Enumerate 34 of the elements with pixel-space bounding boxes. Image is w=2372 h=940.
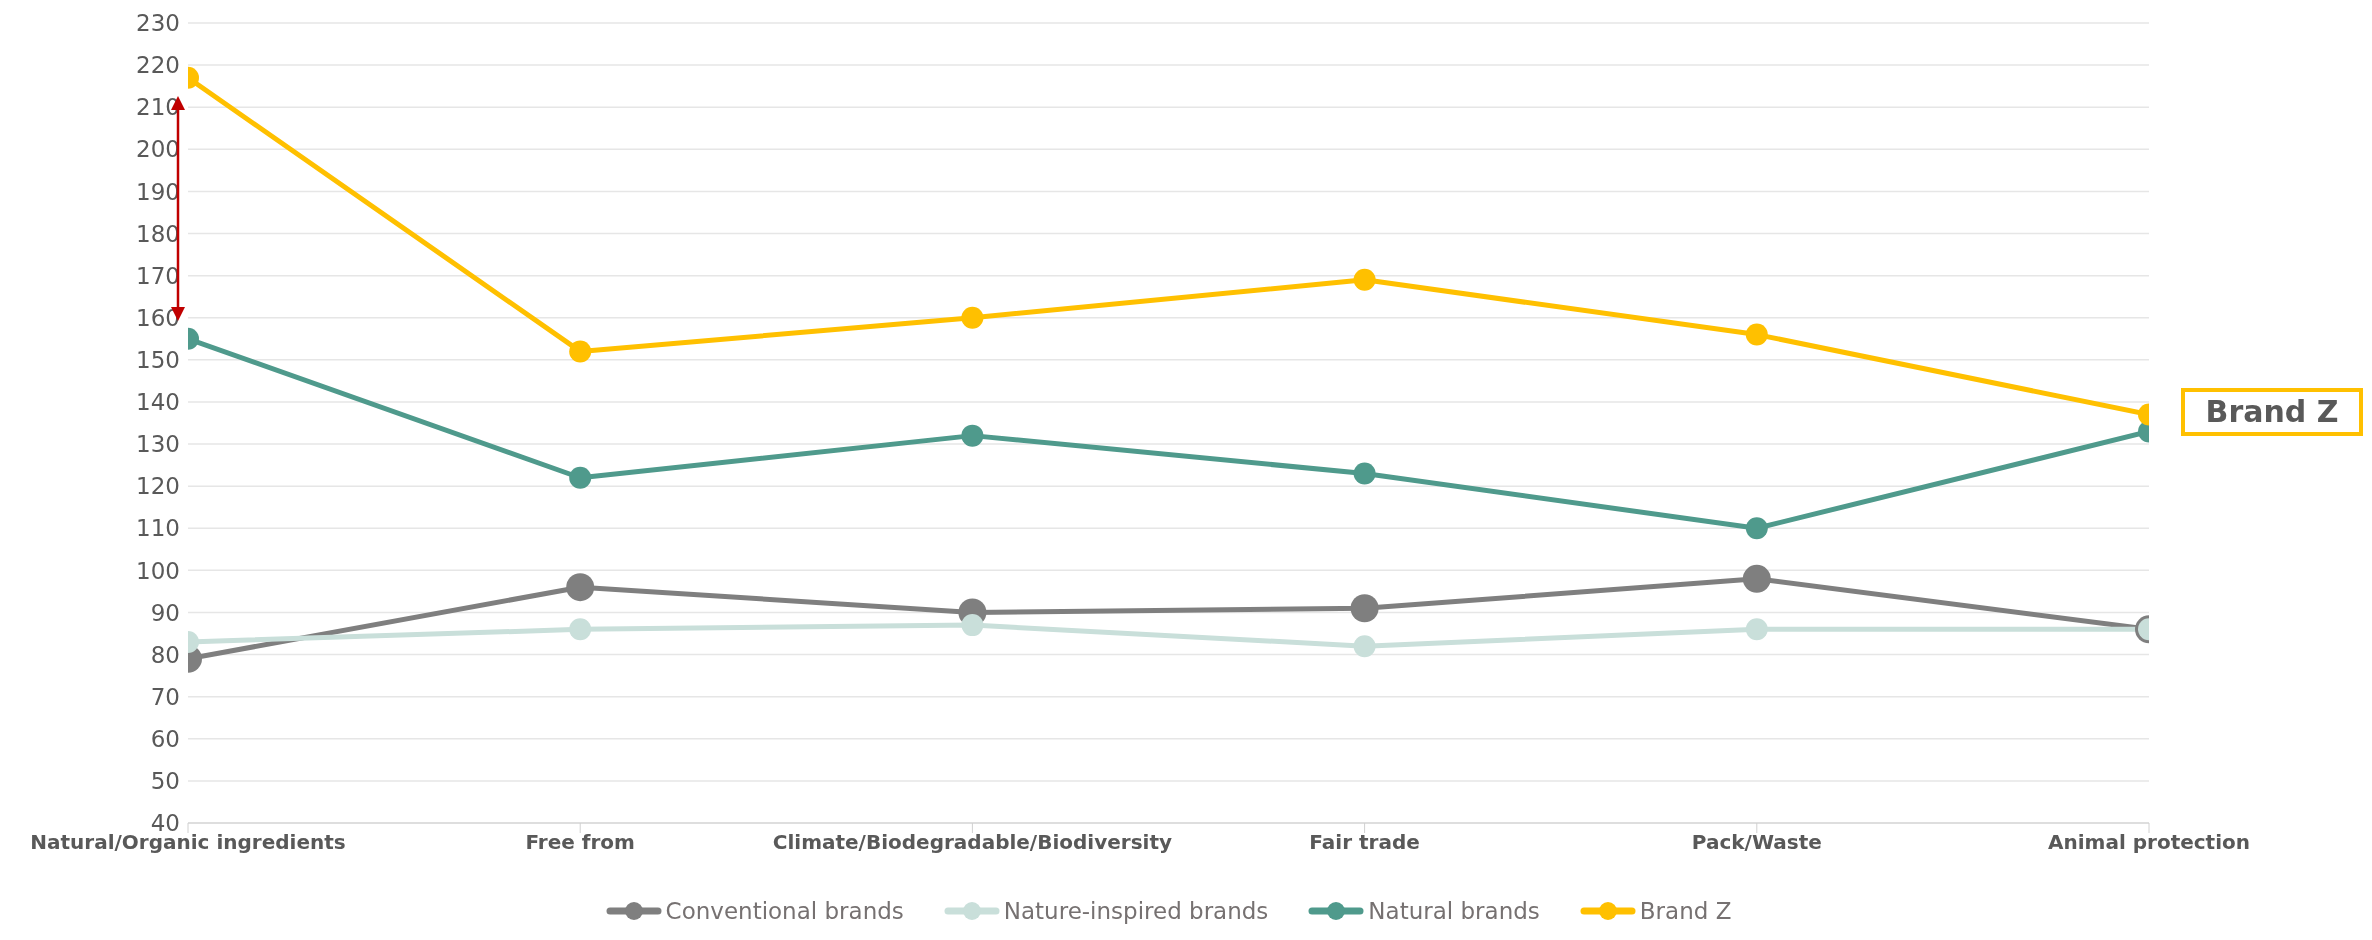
x-tick-label: Animal protection [2047,830,2251,855]
y-tick-label: 220 [136,52,180,79]
y-tick-label: 230 [136,10,180,37]
x-tick-label: Pack/Waste [1691,830,1822,855]
y-tick-label: 100 [136,557,180,584]
annotation: Brand Z [2181,387,2363,436]
point [1353,462,1376,485]
x-tick-label: Climate/Biodegradable/Biodiversity [772,830,1173,855]
y-tick-label: 80 [150,641,180,668]
y-tick-label: 70 [150,683,180,710]
point [1353,635,1376,658]
point [961,306,984,329]
point [961,424,984,447]
point [1353,268,1376,291]
x-tick-label: Free from [525,830,635,855]
point [1350,594,1379,623]
x-tick-label: Fair trade [1309,830,1420,855]
legend-label: Conventional brands [665,898,904,924]
y-tick-label: 50 [150,768,180,795]
y-tick-label: 150 [136,347,180,374]
legend-label: Natural brands [1368,898,1540,924]
y-tick-label: 140 [136,389,180,416]
y-tick-label: 200 [136,136,180,163]
y-tick-label: 90 [150,599,180,626]
y-tick-label: 190 [136,178,180,205]
legend-label: Nature-inspired brands [1003,898,1269,924]
y-tick-label: 120 [136,473,180,500]
y-tick-label: 170 [136,262,180,289]
point [961,614,984,637]
y-tick-label: 180 [136,220,180,247]
y-tick-label: 60 [150,725,180,752]
y-tick-label: 130 [136,431,180,458]
legend-label: Brand Z [1639,898,1732,924]
y-tick-label: 110 [136,515,180,542]
